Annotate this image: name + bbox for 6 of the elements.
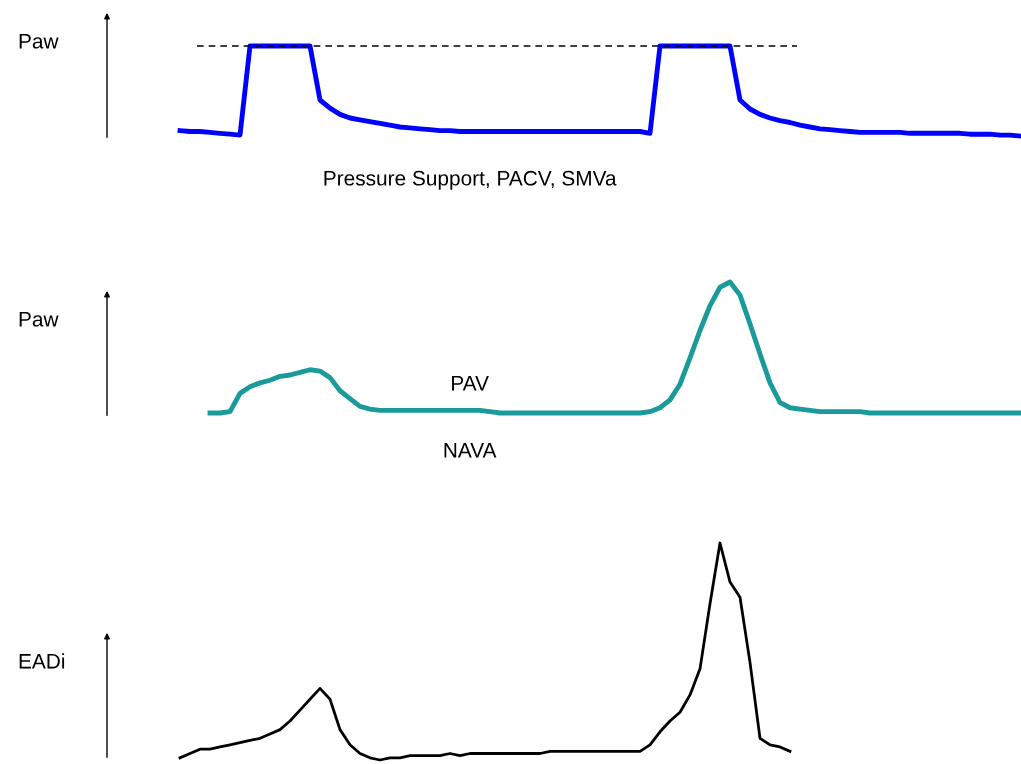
annotation: PAV bbox=[452, 376, 489, 391]
text: NAVA bbox=[444, 443, 497, 458]
y-axis-title: Paw bbox=[19, 312, 59, 327]
y-axis-title: Paw bbox=[19, 34, 59, 49]
y-axis-title: EADi bbox=[19, 653, 65, 669]
text: Pressure Support, PACV, SMVa bbox=[324, 170, 617, 190]
